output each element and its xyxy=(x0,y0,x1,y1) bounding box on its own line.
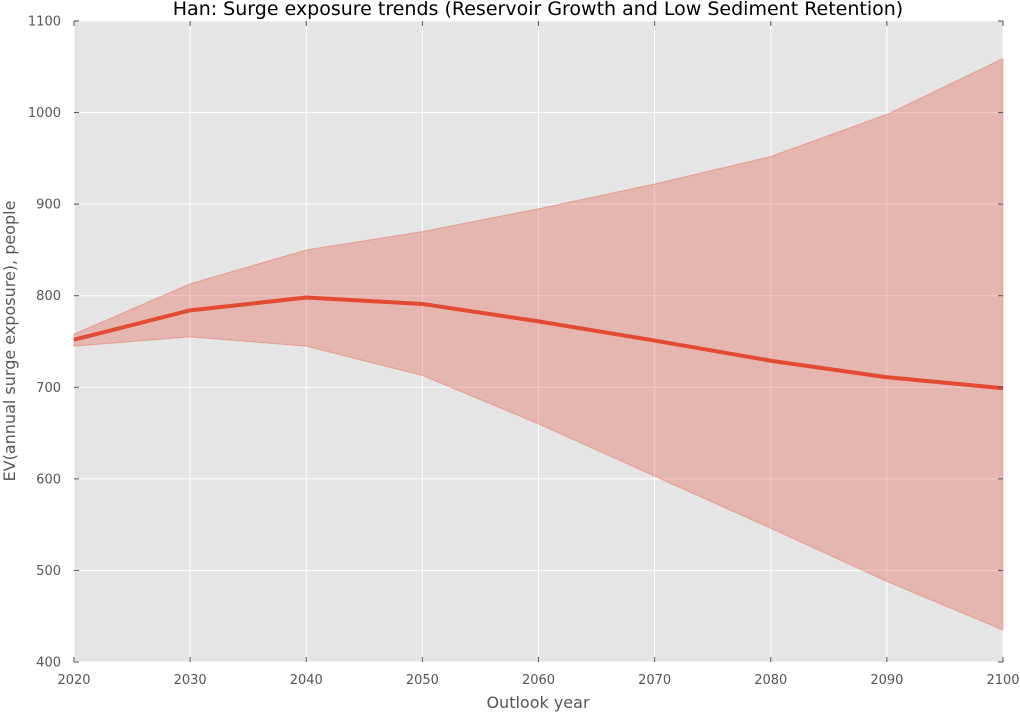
x-tick-label: 2050 xyxy=(406,673,439,688)
x-tick-labels: 2020 2030 2040 2050 2060 2070 2080 2090 2100 xyxy=(57,673,1019,688)
x-tick-label: 2040 xyxy=(290,673,323,688)
y-tick-label: 500 xyxy=(36,564,61,579)
axis-ticks xyxy=(73,20,1004,663)
x-tick-label: 2100 xyxy=(986,673,1019,688)
chart-title: Han: Surge exposure trends (Reservoir Gr… xyxy=(173,0,903,20)
series-lines xyxy=(73,295,1004,391)
x-tick-label: 2080 xyxy=(754,673,787,688)
confidence-band xyxy=(73,57,1004,631)
x-tick-label: 2020 xyxy=(57,673,90,688)
x-tick-label: 2090 xyxy=(870,673,903,688)
y-tick-label: 600 xyxy=(36,472,61,487)
y-tick-label: 400 xyxy=(36,656,61,671)
y-tick-label: 800 xyxy=(36,289,61,304)
series-line xyxy=(73,295,1004,391)
confidence-bands xyxy=(73,57,1004,631)
y-tick-label: 1100 xyxy=(28,15,61,30)
y-axis-title: EV(annual surge exposure), people xyxy=(0,201,19,482)
y-tick-labels: 400 500 600 700 800 900 1000 1100 xyxy=(28,15,61,671)
x-tick-label: 2060 xyxy=(522,673,555,688)
x-tick-label: 2070 xyxy=(638,673,671,688)
x-axis-title: Outlook year xyxy=(486,693,590,712)
x-tick-label: 2030 xyxy=(174,673,207,688)
y-tick-label: 1000 xyxy=(28,106,61,121)
y-tick-label: 900 xyxy=(36,198,61,213)
y-tick-label: 700 xyxy=(36,381,61,396)
